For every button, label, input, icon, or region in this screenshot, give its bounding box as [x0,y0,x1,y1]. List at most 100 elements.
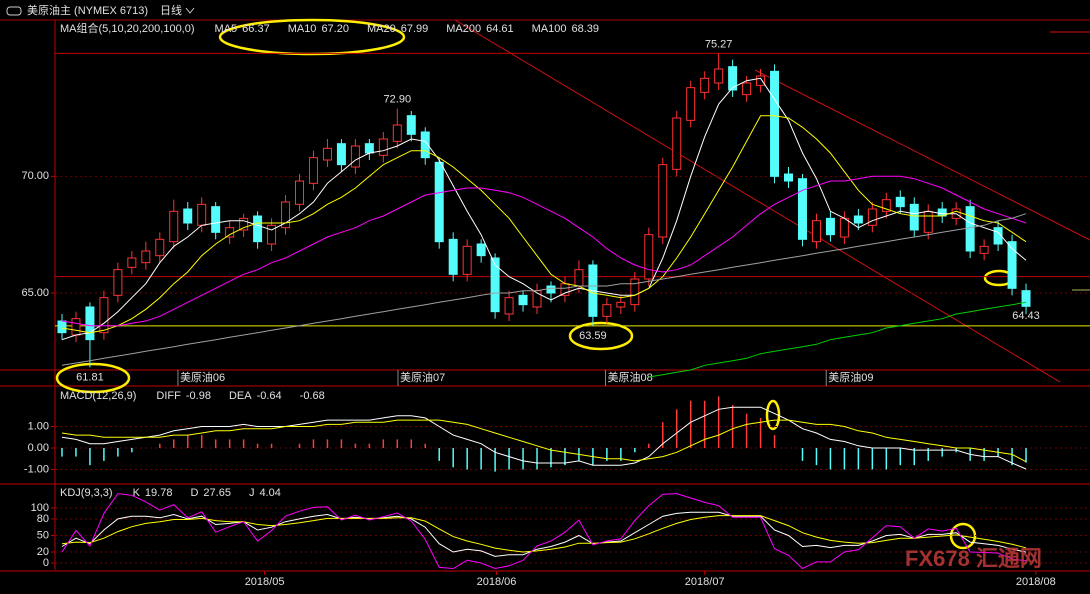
symbol[interactable]: 美原油主 (NYMEX 6713) [27,3,148,17]
highlights [55,18,1015,550]
indicator-line [61,213,1027,366]
trend-line [754,69,1090,241]
legend-name: MA20 [367,23,396,35]
legend-value: -0.64 [257,390,282,402]
y-tick-label: 65.00 [21,287,49,299]
candle-body [993,227,1003,245]
indicator-line [61,115,1027,334]
price-annotation: 61.81 [76,371,104,383]
watermark: FX678 汇通网 [905,546,1042,571]
legend-value: 67.20 [321,23,349,35]
candle-body [71,318,81,336]
legend-value: -0.98 [186,390,211,402]
candle-body [728,66,738,91]
y-tick-label: 0 [43,557,49,569]
macd-value: -0.68 [300,390,325,402]
candle-body [295,180,305,205]
candle-body [476,243,486,257]
candle-body [336,143,346,166]
x-tick-label: 2018/06 [477,576,517,588]
candle-body [1007,241,1017,289]
legend-value: 19.78 [145,487,173,499]
candle-body [197,203,207,226]
candle-body [784,173,794,182]
y-tick-label: 20 [37,546,49,558]
candle-body [630,278,640,306]
legend-name: D [190,487,198,499]
candle-body [364,143,374,154]
candle-body [574,269,584,287]
highlight-ellipse [949,522,977,550]
candle-body [448,238,458,275]
contract-label: 美原油09 [828,370,873,384]
highlight-ellipse [218,18,406,56]
candle-body [881,199,891,212]
candle-body [462,245,472,275]
candle-body [895,196,905,208]
candle-body [686,87,696,121]
contract-label: 美原油06 [180,370,225,384]
legend-value: 68.39 [572,23,600,35]
candle-body [211,206,221,233]
candle-body [378,138,388,156]
candle-body [658,164,668,238]
candle-body [308,157,318,184]
candle-body [239,217,249,231]
candle-body [560,283,570,296]
y-tick-label: 1.00 [28,420,49,432]
candle-body [616,301,626,308]
legend-value: 67.99 [401,23,429,35]
candle-body [909,203,919,231]
candle-body [420,131,430,159]
contract-label: 美原油08 [607,370,652,384]
candle-body [672,117,682,170]
price-annotation: 63.59 [579,330,607,342]
candle-body [518,294,528,306]
candle-body [867,208,877,226]
candle-body [1021,290,1031,307]
legend-name: DIFF [156,390,181,402]
indicator-title: KDJ(9,3,3) [60,487,113,499]
candle-body [85,306,95,341]
indicator-line [61,77,1027,341]
candle-body [434,161,444,243]
candle-body [979,245,989,254]
candle-body [225,227,235,238]
legend-name: K [133,487,141,499]
candle-body [141,250,151,264]
legend-value: 64.61 [486,23,514,35]
price-annotation: 72.90 [384,94,412,106]
candle-body [57,320,67,334]
indicator-line [61,175,1027,327]
candle-body [490,257,500,313]
legend-name: MA100 [532,23,567,35]
indicator-title: MACD(12,26,9) [60,390,136,402]
highlight-ellipse [55,362,131,394]
symbol-icon[interactable] [6,6,22,16]
candle-body [546,285,556,294]
price-annotation: 64.43 [1012,310,1040,322]
candle-body [923,210,933,233]
period-chevron[interactable] [185,7,195,14]
y-tick-label: 70.00 [21,170,49,182]
price-annotation: 75.27 [705,38,733,50]
indicator-line [61,419,1027,463]
contract-label: 美原油07 [400,370,445,384]
legend-name: DEA [229,390,252,402]
legend-value: 4.04 [259,487,280,499]
candle-body [602,304,612,317]
trend-line [454,19,1061,383]
candle-body [127,257,137,268]
candle-body [155,238,165,257]
indicator-line [61,406,1027,470]
candle-body [113,269,123,296]
candle-body [853,215,863,224]
candle-body [183,208,193,224]
candle-body [770,70,780,177]
legend-name: MA5 [215,23,238,35]
legend-value: 27.65 [203,487,231,499]
candle-body [267,224,277,245]
period[interactable]: 日线 [160,3,182,17]
